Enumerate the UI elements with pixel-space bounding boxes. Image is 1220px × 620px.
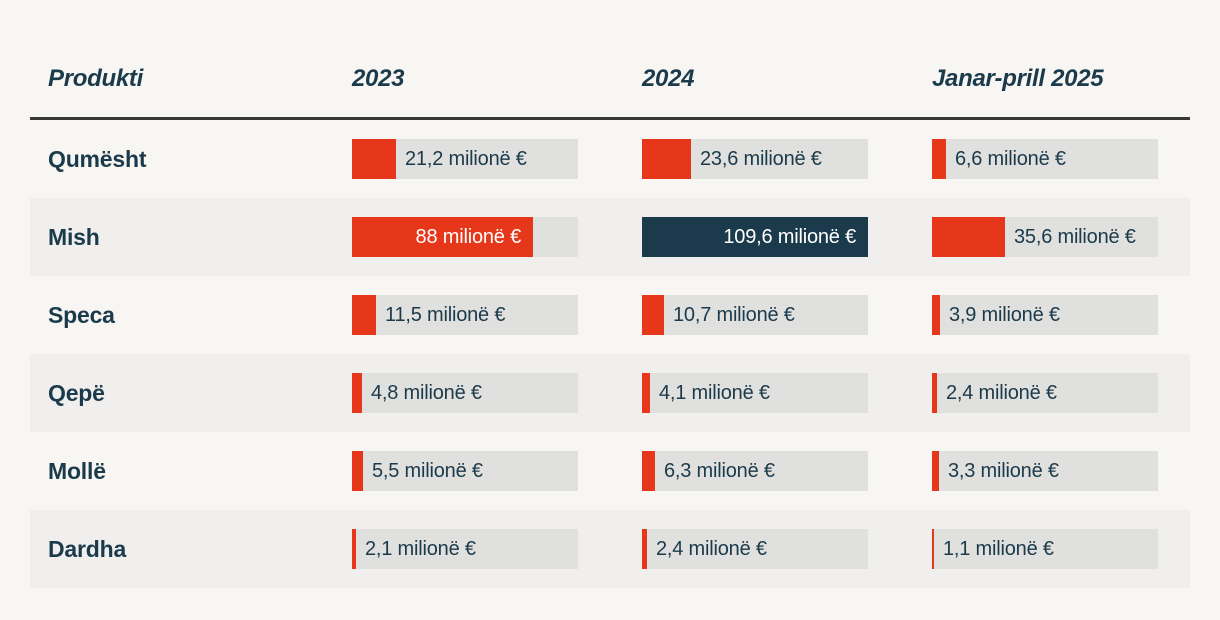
bar-fill: [642, 451, 655, 491]
bar-value-label: 10,7 milionë €: [673, 303, 795, 326]
bar-value-label: 5,5 milionë €: [372, 459, 483, 482]
table-row: Qepë 4,8 milionë € 4,1 milionë € 2,4 mil…: [30, 354, 1190, 432]
bar-track: 23,6 milionë €: [642, 139, 868, 179]
bar-track: 10,7 milionë €: [642, 295, 868, 335]
bar-fill: 88 milionë €: [352, 217, 533, 257]
bar-cell: 3,3 milionë €: [932, 451, 1190, 491]
bar-fill: 109,6 milionë €: [642, 217, 868, 257]
product-name: Mish: [48, 223, 100, 250]
bar-track: 21,2 milionë €: [352, 139, 578, 179]
bar-cell: 3,9 milionë €: [932, 295, 1190, 335]
table-header: Produkti 2023 2024 Janar-prill 2025: [30, 0, 1190, 96]
product-name: Speca: [48, 301, 115, 328]
bar-value-label: 109,6 milionë €: [723, 225, 856, 248]
bar-fill: [642, 139, 691, 179]
bar-cell: 5,5 milionë €: [352, 451, 642, 491]
bar-value-label: 6,6 milionë €: [955, 147, 1066, 170]
bar-cell: 6,3 milionë €: [642, 451, 932, 491]
column-header-2023: 2023: [352, 65, 405, 92]
bar-cell: 4,8 milionë €: [352, 373, 642, 413]
column-header-2024: 2024: [642, 65, 695, 92]
table-row: Mollë 5,5 milionë € 6,3 milionë € 3,3 mi…: [30, 432, 1190, 510]
bar-cell: 6,6 milionë €: [932, 139, 1190, 179]
bar-track: 4,8 milionë €: [352, 373, 578, 413]
table-row: Qumësht 21,2 milionë € 23,6 milionë € 6,…: [30, 120, 1190, 198]
bar-track: 88 milionë €: [352, 217, 578, 257]
bar-track: 109,6 milionë €: [642, 217, 868, 257]
product-name: Qepë: [48, 379, 105, 406]
bar-fill: [932, 139, 946, 179]
bar-fill: [352, 451, 363, 491]
bar-fill: [642, 295, 664, 335]
product-name: Dardha: [48, 535, 127, 562]
bar-cell: 11,5 milionë €: [352, 295, 642, 335]
bar-value-label: 2,1 milionë €: [365, 537, 476, 560]
bar-track: 5,5 milionë €: [352, 451, 578, 491]
bar-track: 6,3 milionë €: [642, 451, 868, 491]
bar-cell: 1,1 milionë €: [932, 529, 1190, 569]
bar-value-label: 21,2 milionë €: [405, 147, 527, 170]
bar-fill: [932, 217, 1005, 257]
column-header-janar-prill-2025: Janar-prill 2025: [932, 65, 1104, 92]
bar-track: 2,4 milionë €: [932, 373, 1158, 413]
bar-value-label: 88 milionë €: [415, 225, 522, 248]
bar-value-label: 11,5 milionë €: [385, 303, 506, 326]
column-header-produkti: Produkti: [48, 65, 143, 92]
bar-value-label: 3,3 milionë €: [948, 459, 1059, 482]
bar-track: 1,1 milionë €: [932, 529, 1158, 569]
bar-fill: [932, 295, 940, 335]
bar-value-label: 4,8 milionë €: [371, 381, 482, 404]
table-row: Dardha 2,1 milionë € 2,4 milionë € 1,1 m…: [30, 510, 1190, 588]
bar-cell: 35,6 milionë €: [932, 217, 1190, 257]
bar-value-label: 35,6 milionë €: [1014, 225, 1136, 248]
table-row: Speca 11,5 milionë € 10,7 milionë € 3,9 …: [30, 276, 1190, 354]
table-rows: Qumësht 21,2 milionë € 23,6 milionë € 6,…: [30, 120, 1190, 588]
bar-value-label: 4,1 milionë €: [659, 381, 770, 404]
bar-cell: 4,1 milionë €: [642, 373, 932, 413]
bar-fill: [352, 295, 376, 335]
bar-fill: [642, 529, 647, 569]
bar-track: 2,1 milionë €: [352, 529, 578, 569]
bar-cell: 2,4 milionë €: [642, 529, 932, 569]
bar-cell: 23,6 milionë €: [642, 139, 932, 179]
bar-fill: [352, 139, 396, 179]
bar-cell: 10,7 milionë €: [642, 295, 932, 335]
bar-cell: 21,2 milionë €: [352, 139, 642, 179]
bar-fill: [932, 373, 937, 413]
bar-track: 35,6 milionë €: [932, 217, 1158, 257]
bar-fill: [642, 373, 650, 413]
bar-track: 6,6 milionë €: [932, 139, 1158, 179]
product-name: Mollë: [48, 457, 106, 484]
bar-track: 11,5 milionë €: [352, 295, 578, 335]
bar-value-label: 3,9 milionë €: [949, 303, 1060, 326]
bar-cell: 109,6 milionë €: [642, 217, 932, 257]
bar-fill: [932, 529, 934, 569]
bar-cell: 2,1 milionë €: [352, 529, 642, 569]
bar-value-label: 1,1 milionë €: [943, 537, 1054, 560]
product-name: Qumësht: [48, 145, 147, 172]
bar-track: 4,1 milionë €: [642, 373, 868, 413]
bar-value-label: 6,3 milionë €: [664, 459, 775, 482]
table-row: Mish 88 milionë € 109,6 milionë € 35,6 m…: [30, 198, 1190, 276]
bar-fill: [352, 529, 356, 569]
bar-value-label: 2,4 milionë €: [946, 381, 1057, 404]
bar-track: 2,4 milionë €: [642, 529, 868, 569]
bar-value-label: 2,4 milionë €: [656, 537, 767, 560]
bar-fill: [352, 373, 362, 413]
bar-value-label: 23,6 milionë €: [700, 147, 822, 170]
bar-cell: 2,4 milionë €: [932, 373, 1190, 413]
bar-track: 3,9 milionë €: [932, 295, 1158, 335]
import-table: Produkti 2023 2024 Janar-prill 2025 Qumë…: [30, 0, 1190, 588]
bar-cell: 88 milionë €: [352, 217, 642, 257]
header-divider: [30, 117, 1190, 120]
bar-fill: [932, 451, 939, 491]
bar-track: 3,3 milionë €: [932, 451, 1158, 491]
